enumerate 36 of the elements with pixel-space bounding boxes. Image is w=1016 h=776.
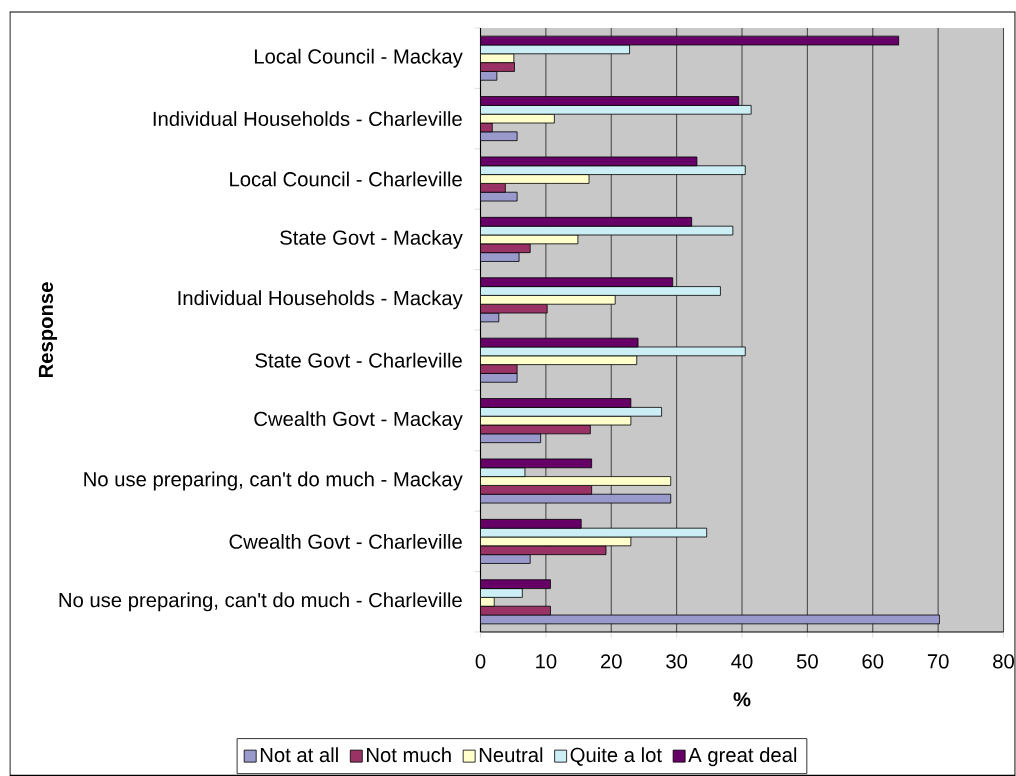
bar xyxy=(480,518,582,529)
y-tick-label: No use preparing, can't do much - Charleville xyxy=(59,592,462,612)
x-tick-label: 30 xyxy=(666,654,688,669)
y-tick-label: State Govt - Charleville xyxy=(255,352,462,368)
x-tick-label: 50 xyxy=(796,654,818,669)
y-tick-label: Cwealth Govt - Mackay xyxy=(254,411,463,431)
legend-label: A great deal xyxy=(688,747,797,767)
bar xyxy=(480,277,674,287)
bar xyxy=(480,216,693,227)
bar xyxy=(480,295,616,305)
bar xyxy=(480,545,607,556)
y-tick-label: Individual Households - Mackay xyxy=(178,290,463,310)
y-tick-label: Individual Households - Charleville xyxy=(153,111,462,127)
x-tick-label: 0 xyxy=(475,654,486,669)
x-tick-label: 70 xyxy=(927,654,949,669)
y-axis-title: Response xyxy=(38,282,58,378)
legend-label: Neutral xyxy=(479,747,543,763)
legend-label: Not much xyxy=(367,747,451,763)
bar xyxy=(480,485,593,495)
y-tick-label: State Govt - Mackay xyxy=(280,229,463,249)
bar xyxy=(480,476,672,486)
bar xyxy=(480,398,632,408)
x-tick-label: 60 xyxy=(862,654,884,669)
bar xyxy=(480,96,740,106)
x-tick-label: 40 xyxy=(731,654,753,669)
legend-label: Quite a lot xyxy=(570,747,662,766)
bar xyxy=(480,355,638,366)
y-tick-label: No use preparing, can't do much - Mackay xyxy=(84,471,463,491)
x-tick-label: 20 xyxy=(601,654,622,669)
x-tick-label: 80 xyxy=(993,654,1014,669)
x-tick-label: 10 xyxy=(536,654,557,669)
y-tick-label: Local Council - Charleville xyxy=(230,171,462,187)
x-axis-title: % xyxy=(733,692,751,707)
y-tick-label: Local Council - Mackay xyxy=(254,48,463,68)
legend-label: Not at all xyxy=(260,747,338,763)
y-tick-label: Cwealth Govt - Charleville xyxy=(229,533,462,549)
